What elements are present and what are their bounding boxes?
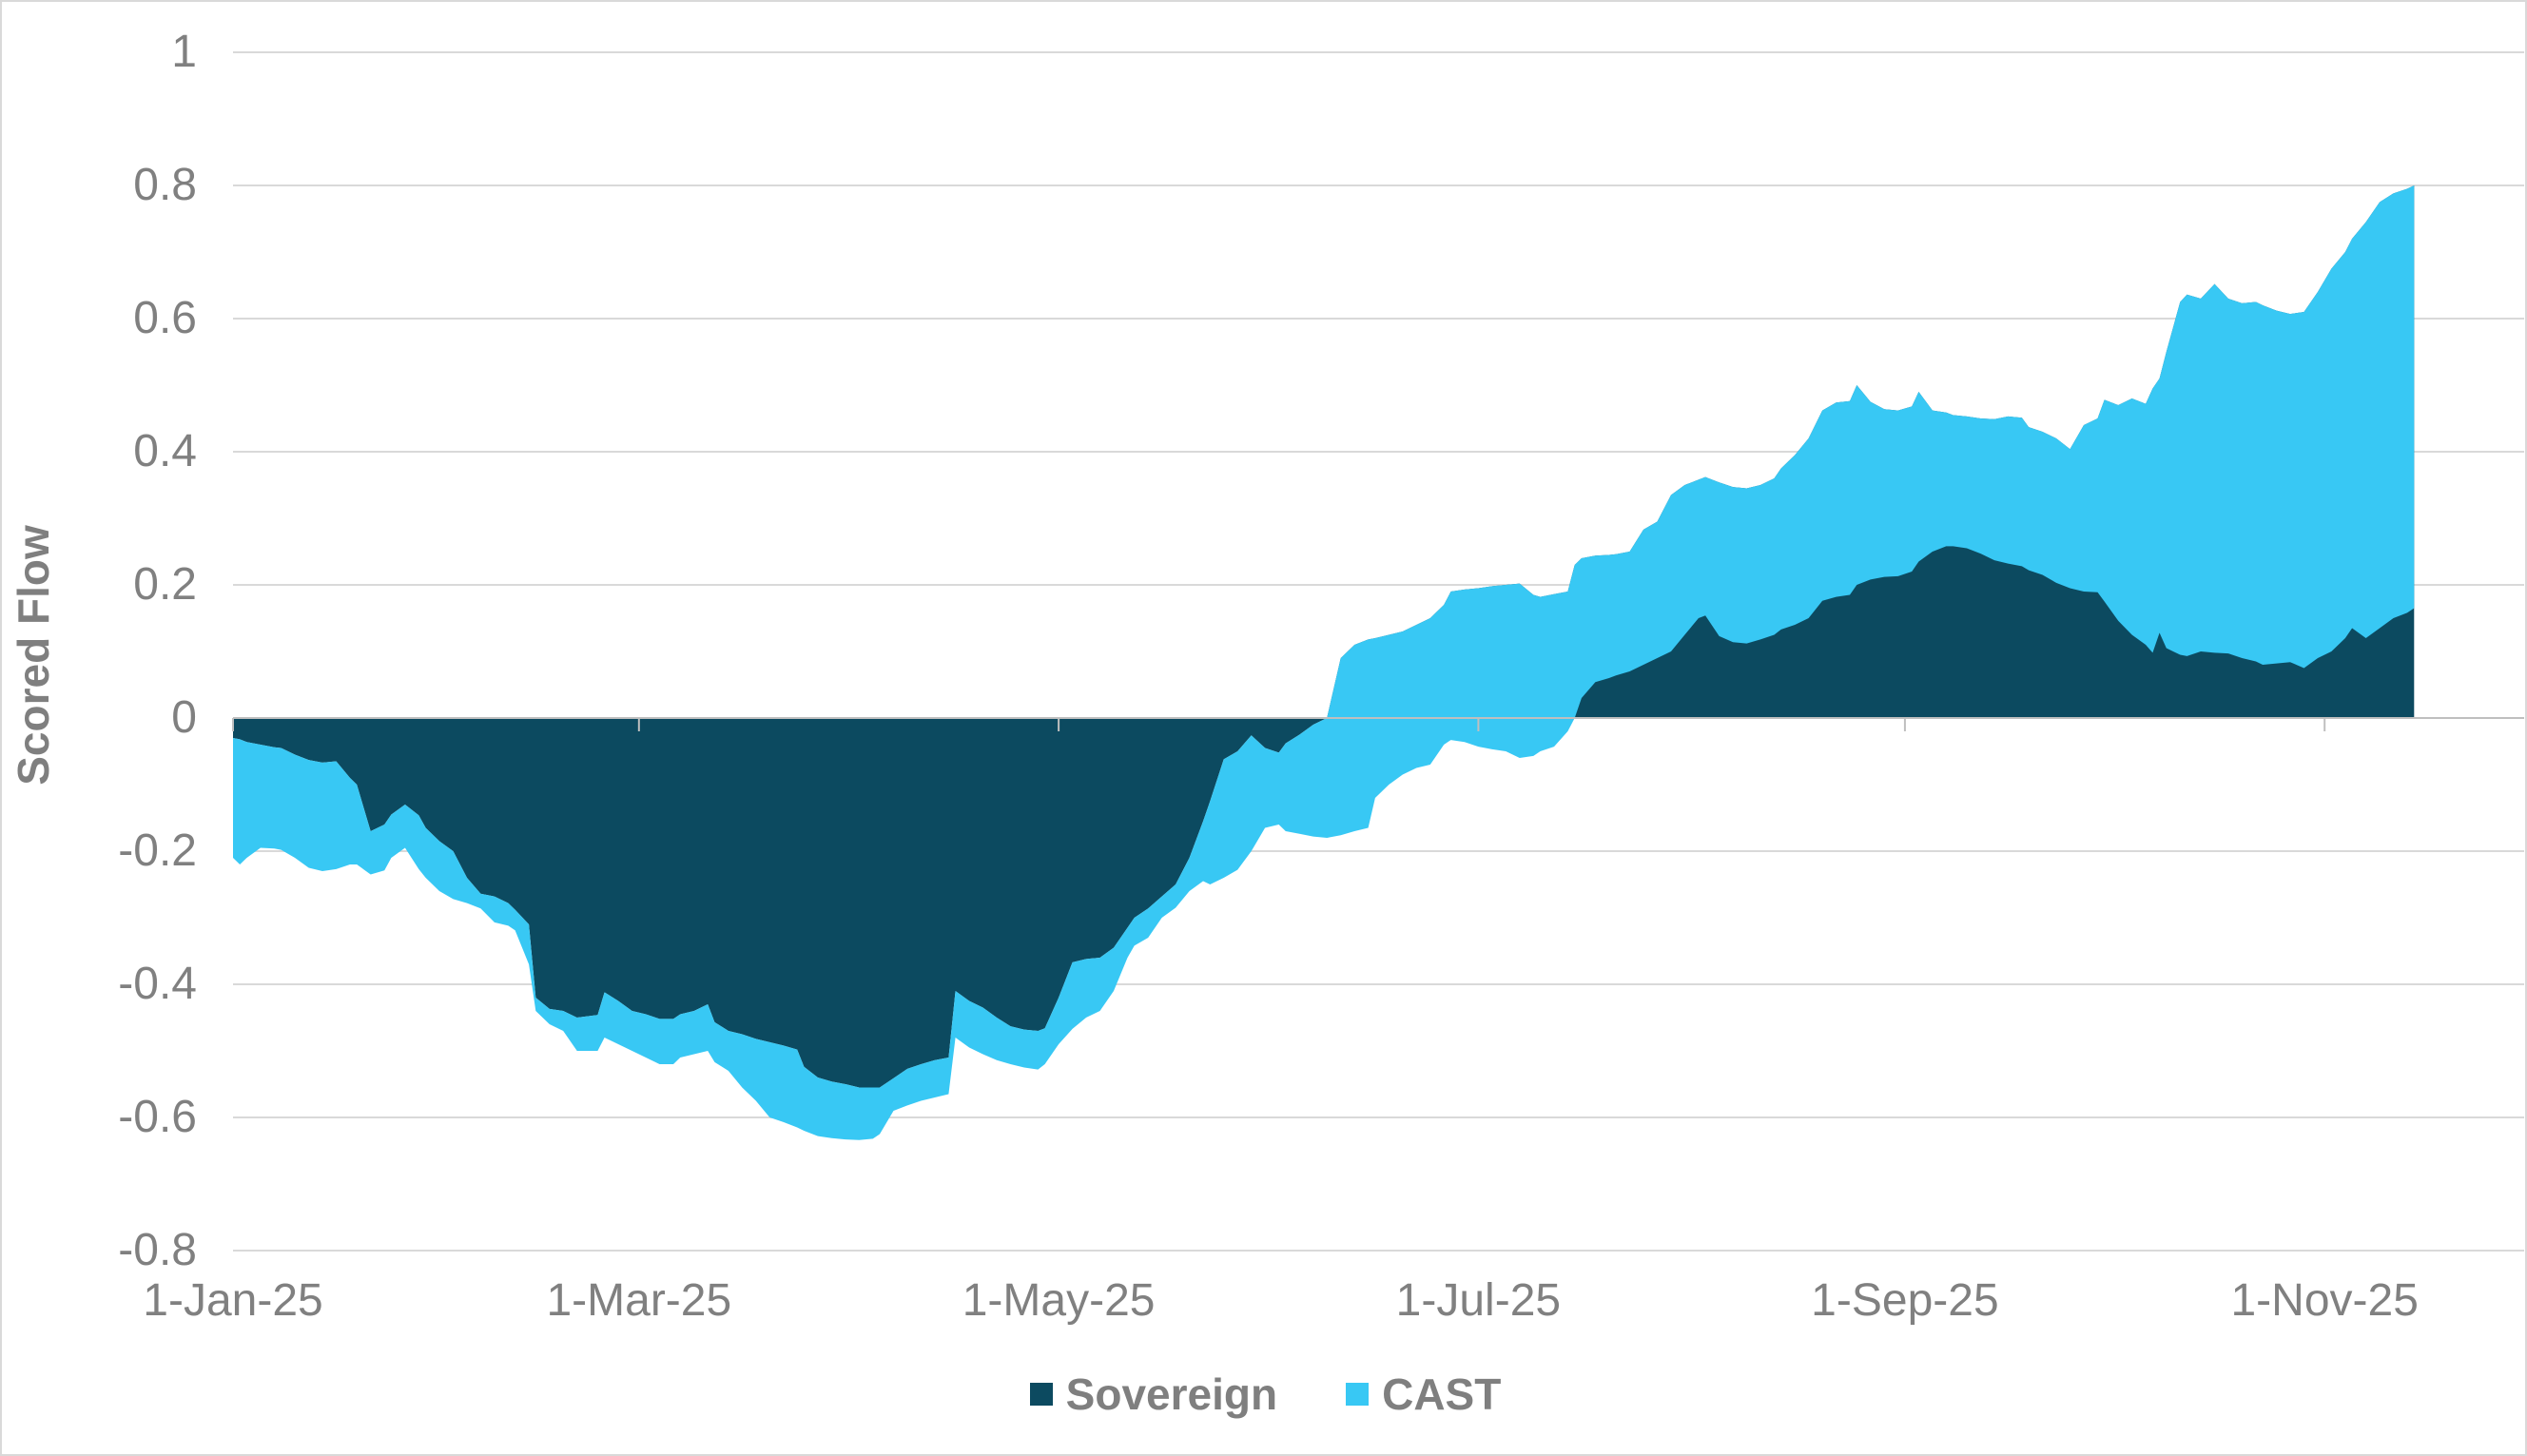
- y-tick-label-0.6: 0.6: [133, 293, 197, 343]
- y-tick-label-0: 0: [171, 692, 197, 743]
- y-tick-label-0.2: 0.2: [133, 559, 197, 610]
- legend-item-sovereign: Sovereign: [1029, 1369, 1278, 1420]
- x-axis-line: [232, 717, 2524, 731]
- x-tick-label-1-Sep-25: 1-Sep-25: [1811, 1275, 1999, 1326]
- y-axis-title: Scored Flow: [9, 525, 58, 786]
- y-tick-label-0.4: 0.4: [133, 426, 197, 476]
- cast-swatch-icon: [1346, 1383, 1370, 1406]
- x-tick-label-1-Nov-25: 1-Nov-25: [2230, 1275, 2419, 1326]
- x-tick-label-1-Mar-25: 1-Mar-25: [546, 1275, 732, 1326]
- y-tick-label--0.8: -0.8: [118, 1225, 197, 1275]
- area-series: [233, 185, 2415, 1140]
- y-tick-label--0.6: -0.6: [118, 1092, 197, 1142]
- legend-label-cast: CAST: [1382, 1369, 1502, 1419]
- legend: Sovereign CAST: [2, 1364, 2525, 1425]
- y-tick-label-0.8: 0.8: [133, 160, 197, 210]
- legend-label-sovereign: Sovereign: [1065, 1369, 1278, 1419]
- x-tick-label-1-Jan-25: 1-Jan-25: [143, 1275, 323, 1326]
- y-tick-label--0.4: -0.4: [118, 959, 197, 1009]
- x-tick-label-1-May-25: 1-May-25: [962, 1275, 1156, 1326]
- legend-item-cast: CAST: [1346, 1369, 1501, 1420]
- y-tick-label--0.2: -0.2: [118, 825, 197, 876]
- sovereign-swatch-icon: [1029, 1383, 1053, 1406]
- y-tick-label-1: 1: [171, 27, 197, 77]
- cast-area: [233, 185, 2415, 1140]
- sovereign-area: [233, 185, 2415, 1088]
- x-tick-label-1-Jul-25: 1-Jul-25: [1395, 1275, 1562, 1326]
